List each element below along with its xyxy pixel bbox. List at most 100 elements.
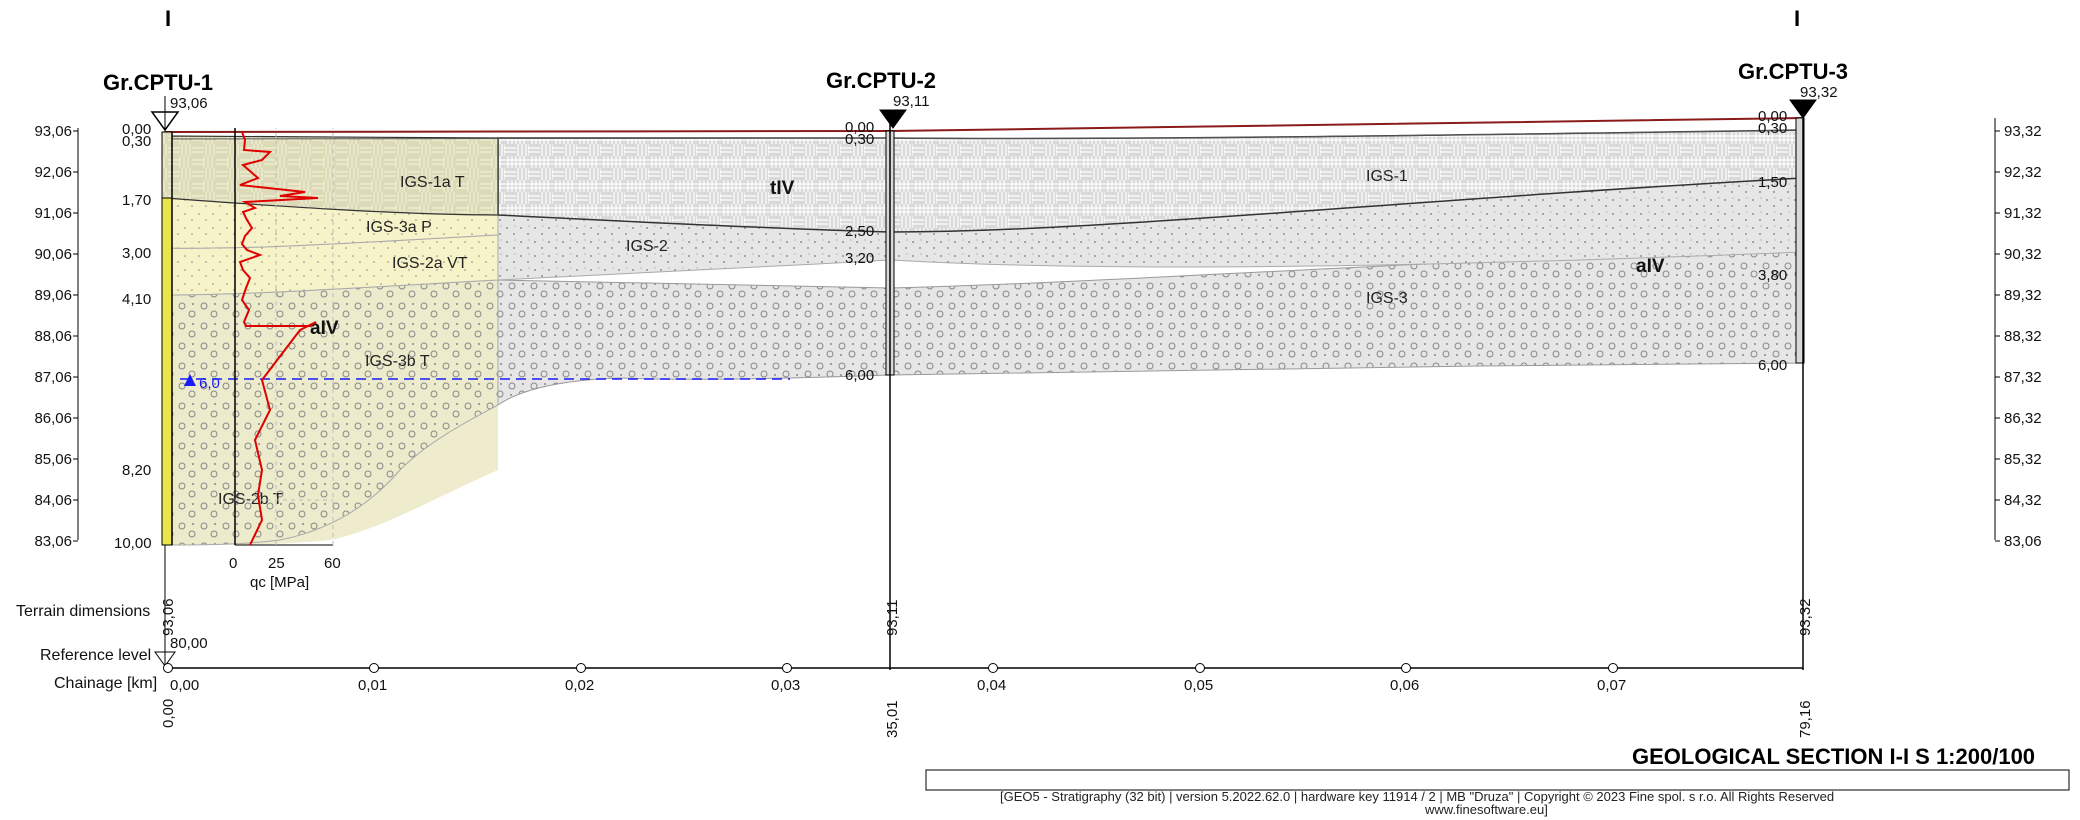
bh1-terrain-dim: 93,06 [160,598,177,636]
left-elevation-label: 87,06 [34,369,72,386]
cpt-chart: 0 25 60 qc [MPa] [229,128,341,591]
chainage-tick-label: 0,00 [170,677,199,694]
borehole-1-elevation: 93,06 [170,95,208,112]
left-elevation-label: 84,06 [34,492,72,509]
left-elevation-label: 85,06 [34,451,72,468]
right-elevation-label: 90,32 [2004,246,2042,263]
right-elevation-label: 83,06 [2004,533,2042,550]
bh2-depth: 0,00 [845,119,874,136]
cpt-tick-25: 25 [268,555,285,572]
reference-level-label: Reference level [40,647,151,664]
label-aIV-left: aIV [310,318,339,339]
footer-line-1: [GEO5 - Stratigraphy (32 bit) | version … [1000,789,1834,804]
cpt-qc-curve [238,131,319,546]
footer-line-2: www.finesoftware.eu] [1424,802,1548,817]
chainage-tick-label: 0,04 [977,677,1006,694]
label-tIV: tIV [770,178,795,199]
left-elevation-label: 92,06 [34,164,72,181]
bh2-depth: 6,00 [845,367,874,384]
label-igs3: IGS-3 [1366,290,1408,307]
borehole-3-elevation: 93,32 [1800,84,1838,101]
label-igs1: IGS-1 [1366,168,1408,185]
bh2-depth: 0,30 [845,131,874,148]
groundwater-marker [184,374,196,386]
right-elevation-label: 89,32 [2004,287,2042,304]
left-elevation-label: 86,06 [34,410,72,427]
bh2-depth: 3,20 [845,250,874,267]
right-elevation-label: 88,32 [2004,328,2042,345]
borehole-3-marker [1789,99,1817,119]
section-mark-left: I [165,6,171,31]
bh1-chainage: 0,00 [160,699,177,728]
borehole-3-depths: 0,00 0,30 1,50 3,80 6,00 [1758,108,1787,374]
left-elevation-label: 89,06 [34,287,72,304]
topsoil-line [164,129,1804,140]
groundwater-label: 6,0 [199,375,220,392]
right-elevation-label: 85,32 [2004,451,2042,468]
section-mark-right: I [1794,6,1800,31]
label-igs2: IGS-2 [626,238,668,255]
chainage-tick-label: 0,02 [565,677,594,694]
left-elevation-label: 90,06 [34,246,72,263]
layer-igs1a [164,135,499,216]
bh1-depth: 1,70 [122,192,151,209]
left-elevation-label: 93,06 [34,123,72,140]
chainage-tick-label: 0,05 [1184,677,1213,694]
chainage-label: Chainage [km] [54,675,157,692]
layer-igs3 [497,247,1804,406]
bh2-chainage: 35,01 [884,700,901,738]
chainage-tick-label: 0,07 [1597,677,1626,694]
reference-level-value: 80,00 [170,635,208,652]
label-igs3a: IGS-3a P [366,219,432,236]
borehole-2-elevation: 93,11 [893,93,929,110]
cpt-axis-label: qc [MPa] [250,574,309,591]
chainage-tick-label: 0,03 [771,677,800,694]
bh1-depth: 4,10 [122,291,151,308]
bh3-depth: 1,50 [1758,174,1787,191]
right-elevation-label: 87,32 [2004,369,2042,386]
bh3-depth: 0,00 [1758,108,1787,125]
bh1-depth: 3,00 [122,245,151,262]
footer-frame [925,769,2070,791]
borehole-2-depths: 0,00 0,30 2,50 3,20 6,00 [845,119,874,384]
borehole-3-name: Gr.CPTU-3 [1738,59,1848,84]
right-elevation-label: 92,32 [2004,164,2042,181]
bh1-depth: 8,20 [122,462,151,479]
label-igs1a: IGS-1a T [400,174,465,191]
bh3-depth: 3,80 [1758,267,1787,284]
right-elevation-label: 86,32 [2004,410,2042,427]
bh2-terrain-dim: 93,11 [884,600,901,636]
borehole-2-marker [879,109,907,129]
borehole-3-column [1795,117,1805,364]
left-elevation-label: 91,06 [34,205,72,222]
left-elevation-label: 83,06 [34,533,72,550]
chainage-tick-label: 0,06 [1390,677,1419,694]
bh3-depth: 6,00 [1758,357,1787,374]
borehole-2-name: Gr.CPTU-2 [826,68,936,93]
label-aIV-right: aIV [1636,256,1665,277]
right-elevation-label: 91,32 [2004,205,2042,222]
borehole-1-depths: 0,00 0,30 1,70 3,00 4,10 8,20 10,00 [114,121,152,552]
bh1-depth: 0,00 [122,121,151,138]
cpt-tick-60: 60 [324,555,341,572]
label-igs2a: IGS-2a VT [392,255,468,272]
bh2-depth: 2,50 [845,223,874,240]
terrain-line [164,117,1804,133]
bh3-terrain-dim: 93,32 [1797,598,1814,636]
bh1-depth: 10,00 [114,535,152,552]
left-elevation-label: 88,06 [34,328,72,345]
label-igs3b: IGS-3b T [365,353,430,370]
cpt-tick-0: 0 [229,555,237,572]
right-elevation-label: 84,32 [2004,492,2042,509]
bh1-depth: 0,30 [122,133,151,150]
label-igs2b: IGS-2b T [218,491,283,508]
section-title: GEOLOGICAL SECTION I-I S 1:200/100 [1632,744,2035,769]
right-elevation-label: 93,32 [2004,123,2042,140]
terrain-dimensions-label: Terrain dimensions [16,603,150,620]
chainage-ticks: 0,00 0,01 0,02 0,03 0,04 0,05 0,06 0,07 [163,663,1626,694]
bh3-depth: 0,30 [1758,120,1787,137]
borehole-1-name: Gr.CPTU-1 [103,70,213,95]
bh3-chainage: 79,16 [1797,700,1814,738]
chainage-tick-label: 0,01 [358,677,387,694]
